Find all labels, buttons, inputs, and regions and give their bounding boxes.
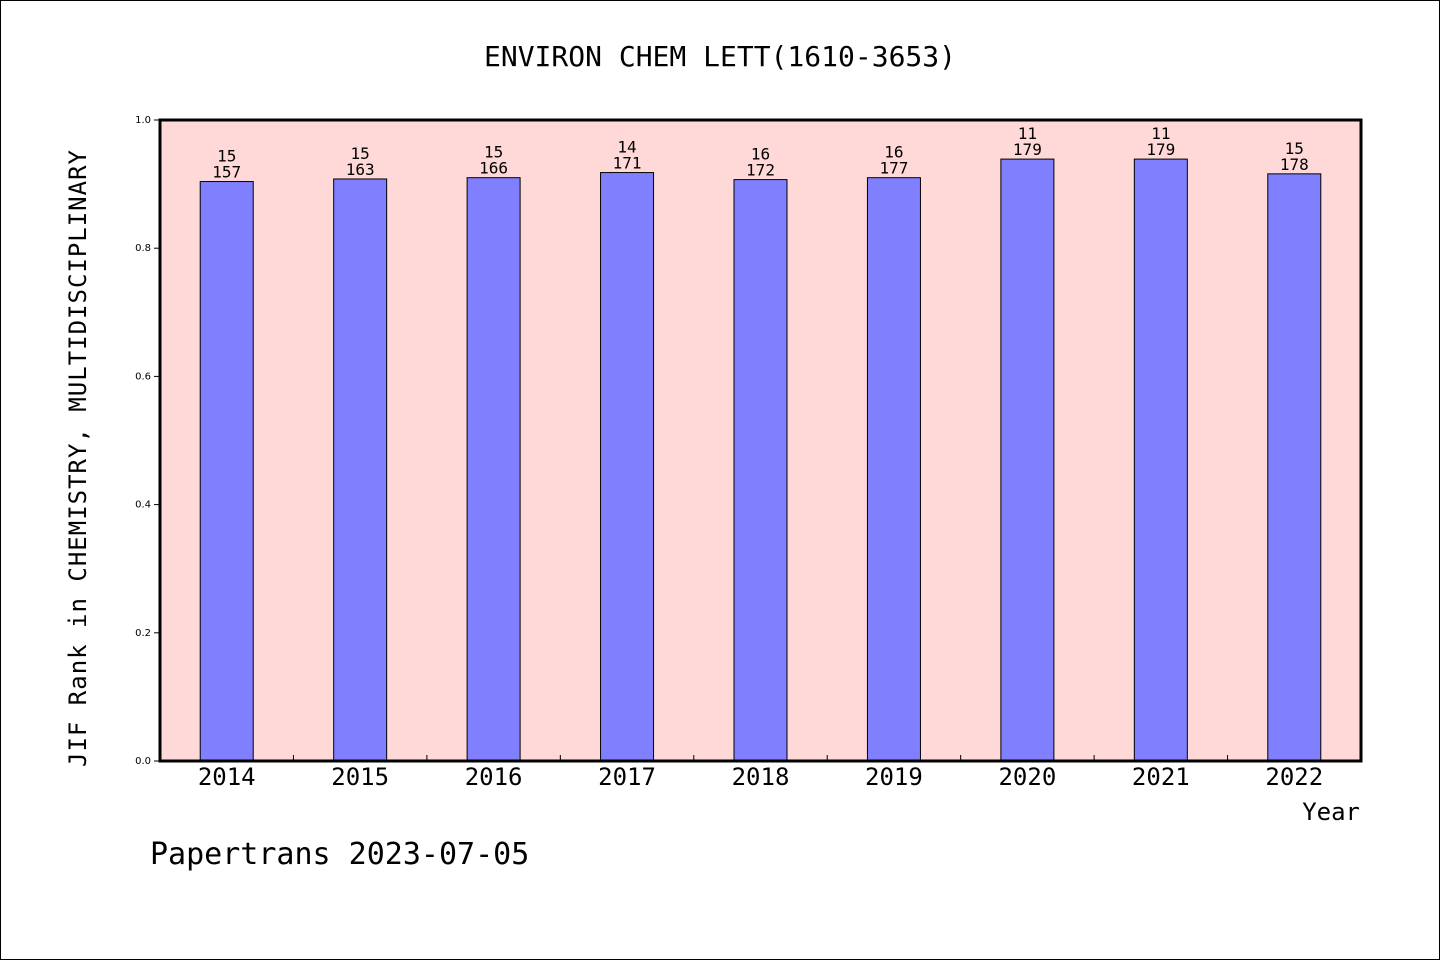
chart-title: ENVIRON CHEM LETT(1610-3653): [484, 40, 956, 73]
bar-rank-label: 15: [217, 147, 236, 166]
bar-2019: [866, 177, 921, 762]
bar-total-label: 178: [1280, 155, 1309, 174]
bar-rank-label: 11: [1018, 124, 1037, 143]
footer-stamp: Papertrans 2023-07-05: [150, 837, 529, 872]
x-tick-label: 2021: [1132, 763, 1190, 791]
bar-rank-label: 15: [1285, 139, 1304, 158]
bar-2018: [733, 179, 788, 762]
x-tick-label: 2018: [732, 763, 790, 791]
x-tick-label: 2022: [1265, 763, 1323, 791]
x-tick-label: 2019: [865, 763, 923, 791]
bar-rank-label: 11: [1151, 124, 1170, 143]
bar-rank-label: 16: [884, 143, 903, 162]
bar-total-label: 179: [1013, 140, 1042, 159]
y-tick-label: 0.8: [135, 243, 151, 254]
bar-2017: [600, 172, 655, 762]
bar-rank-label: 15: [351, 144, 370, 163]
bars: [199, 158, 1322, 762]
x-tick-label: 2015: [331, 763, 389, 791]
y-tick-label: 0.4: [135, 500, 151, 511]
y-axis-label: JIF Rank in CHEMISTRY, MULTIDISCIPLINARY: [64, 149, 92, 767]
x-tick-label: 2016: [465, 763, 523, 791]
bar-2014: [199, 181, 254, 762]
bar-total-label: 179: [1146, 140, 1175, 159]
y-tick-label: 1.0: [135, 115, 151, 126]
x-tick-label: 2014: [198, 763, 256, 791]
bar-2020: [1000, 158, 1055, 762]
x-tick-labels: 2014 2015 2016 2017 2018 2019 2020 2021 2022: [198, 763, 1323, 791]
bar-2016: [466, 177, 521, 762]
bar-rank-label: 16: [751, 145, 770, 164]
bar-2021: [1133, 158, 1188, 762]
bar-total-label: 157: [212, 163, 241, 182]
x-axis-label: Year: [1302, 798, 1360, 826]
bar-total-label: 163: [346, 160, 375, 179]
bar-rank-label: 14: [617, 138, 636, 157]
y-tick-label: 0.6: [135, 371, 151, 382]
bar-total-label: 177: [879, 159, 908, 178]
bar-2015: [333, 178, 388, 762]
plot-border: [158, 118, 1363, 763]
bar-total-label: 166: [479, 159, 508, 178]
y-tick-labels: 0.0 0.2 0.4 0.6 0.8 1.0: [135, 115, 151, 767]
bar-2022: [1267, 173, 1322, 762]
bar-total-label: 172: [746, 161, 775, 180]
bar-rank-label: 15: [484, 143, 503, 162]
y-tick-label: 0.2: [135, 628, 151, 639]
x-tick-label: 2020: [998, 763, 1056, 791]
bar-total-label: 171: [613, 154, 642, 173]
x-tick-label: 2017: [598, 763, 656, 791]
y-tick-label: 0.0: [135, 756, 151, 767]
